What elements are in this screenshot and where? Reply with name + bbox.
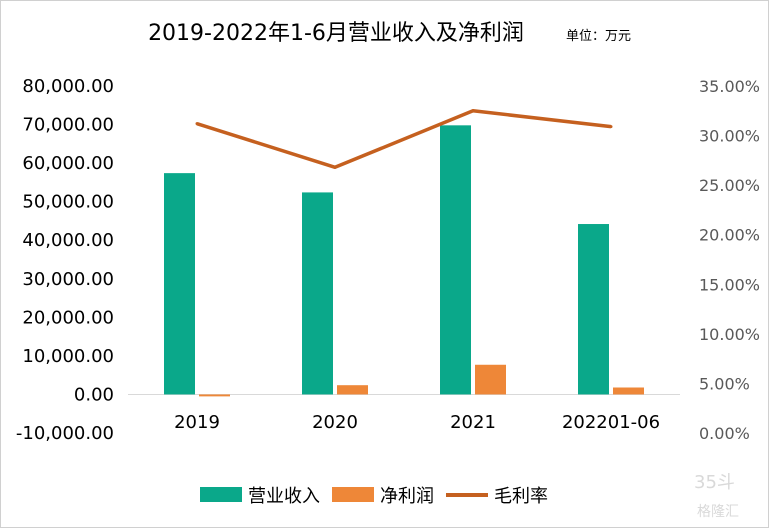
bar-net-profit [199,394,230,397]
legend-label: 净利润 [380,486,434,507]
legend-item: 净利润 [332,486,434,507]
legend-label: 毛利率 [494,486,548,507]
bar-revenue [440,125,471,395]
gross-margin-line [195,109,613,170]
y-left-tick-label: 50,000.00 [22,192,114,213]
legend: 营业收入 净利润 毛利率 [200,486,548,507]
watermark-top: 35斗 [694,472,735,493]
y-left-tick-label: 40,000.00 [22,230,114,251]
y-left-tick-label: 20,000.00 [22,307,114,328]
x-tick-label: 202201-06 [562,412,660,433]
bar-revenue [302,192,333,395]
y-left-tick-label: 60,000.00 [22,153,114,174]
bar-revenue [578,224,609,395]
legend-label: 营业收入 [248,486,320,507]
unit-note: 单位：万元 [566,29,631,44]
y-right-tick-label: 10.00% [699,325,760,344]
bars [164,125,644,397]
gross-margin-series [196,109,612,170]
y-right-tick-label: 0.00% [699,424,750,443]
y-right-tick-label: 20.00% [699,226,760,245]
bar-net-profit [337,385,368,395]
y-left-tick-label: 30,000.00 [22,269,114,290]
x-tick-label: 2020 [312,412,358,433]
y-left-tick-label: 10,000.00 [22,346,114,367]
bar-revenue [164,173,195,395]
legend-swatch [332,487,374,502]
gross-margin-point [471,109,475,113]
x-tick-label: 2019 [174,412,220,433]
watermark-bottom: 格隆汇 [697,504,739,520]
y-axis-right: 35.00% 30.00% 25.00% 20.00% 15.00% 10.00% 5.00… [699,77,760,443]
y-left-tick-label: -10,000.00 [16,423,114,444]
bar-net-profit [613,387,644,395]
y-left-tick-label: 70,000.00 [22,115,114,136]
legend-item: 营业收入 [200,486,320,507]
legend-item: 毛利率 [446,486,548,507]
watermark-logo: 35斗 格隆汇 [694,472,739,520]
y-left-tick-label: 0.00 [74,384,114,405]
x-tick-label: 2021 [450,412,496,433]
gross-margin-point [195,122,199,126]
y-axis-left: 80,000.00 70,000.00 60,000.00 50,000.00 40,0… [16,76,114,444]
gross-margin-point [609,125,613,129]
bar-net-profit [475,364,506,395]
y-right-tick-label: 30.00% [699,127,760,146]
x-axis-labels: 2019 2020 2021 202201-06 [174,412,660,433]
y-left-tick-label: 80,000.00 [22,76,114,97]
gross-margin-point [333,165,337,169]
y-right-tick-label: 35.00% [699,77,760,96]
y-right-tick-label: 25.00% [699,176,760,195]
y-right-tick-label: 15.00% [699,275,760,294]
legend-swatch [200,487,242,502]
chart-title: 2019-2022年1-6月营业收入及净利润 [148,21,524,46]
y-right-tick-label: 5.00% [699,374,750,393]
